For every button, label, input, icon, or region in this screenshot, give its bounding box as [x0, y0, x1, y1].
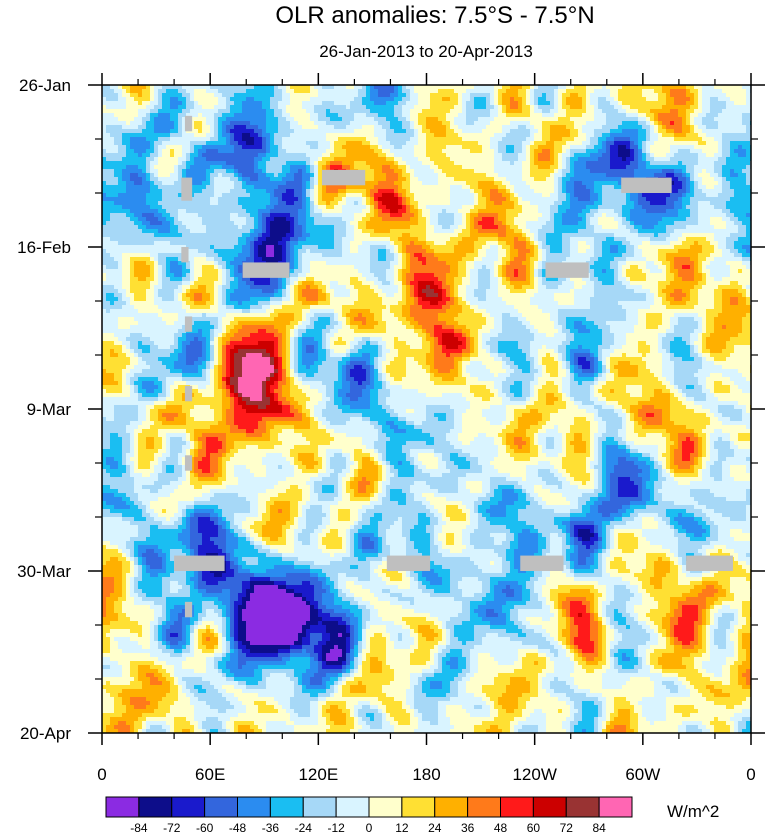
colorbar-tick-label: -60: [196, 821, 214, 834]
colorbar-labels: -84 -72 -60 -48 -36 -24 -12 0 12 24 36 48 60 72 84: [130, 821, 606, 834]
y-tick-label: 26-Jan: [19, 76, 71, 95]
missing-data-block: [184, 455, 193, 471]
colorbar-swatch: [500, 796, 534, 818]
missing-data-block: [184, 115, 193, 132]
colorbar-swatch: [138, 796, 173, 818]
missing-data-block: [621, 177, 672, 193]
y-tick-label: 9-Mar: [27, 400, 72, 419]
colorbar-tick-label: -12: [327, 821, 345, 834]
missing-data-blocks: [174, 115, 733, 618]
colorbar-tick-label: 48: [494, 821, 508, 834]
x-tick-label: 60E: [195, 765, 225, 784]
missing-data-block: [386, 555, 431, 571]
colorbar-tick-label: 24: [428, 821, 442, 834]
missing-data-block: [174, 555, 225, 571]
x-tick-label: 0: [746, 765, 755, 784]
colorbar-swatch: [204, 796, 238, 818]
colorbar-tick-label: 36: [461, 821, 475, 834]
x-tick-label: 120W: [512, 765, 556, 784]
x-axis-labels: 0 60E 120E 180 120W 60W 0: [97, 765, 755, 784]
y-axis-labels: 26-Jan 16-Feb 9-Mar 30-Mar 20-Apr: [17, 76, 71, 743]
colorbar-swatch: [565, 796, 600, 818]
colorbar-swatch: [598, 796, 633, 818]
missing-data-block: [181, 177, 193, 201]
missing-data-block: [181, 247, 189, 263]
x-tick-label: 180: [412, 765, 440, 784]
x-tick-label: 0: [97, 765, 106, 784]
colorbar-tick-label: -36: [262, 821, 280, 834]
colorbar-tick-label: 60: [527, 821, 541, 834]
colorbar-tick-label: -84: [130, 821, 148, 834]
missing-data-block: [520, 555, 564, 571]
missing-data-block: [184, 601, 193, 618]
colorbar-swatch: [532, 796, 567, 818]
y-tick-label: 16-Feb: [17, 238, 71, 257]
colorbar-swatch: [302, 796, 337, 818]
missing-data-block: [686, 555, 733, 571]
y-tick-label: 20-Apr: [20, 724, 71, 743]
colorbar-swatch: [269, 796, 304, 818]
x-tick-label: 120E: [298, 765, 338, 784]
colorbar-swatch: [171, 796, 206, 818]
colorbar-tick-label: 12: [395, 821, 409, 834]
colorbar: [105, 796, 633, 818]
colorbar-tick-label: -24: [295, 821, 313, 834]
missing-data-block: [184, 385, 193, 402]
missing-data-block: [321, 169, 366, 186]
y-tick-label: 30-Mar: [17, 562, 71, 581]
missing-data-block: [184, 316, 193, 332]
x-axis-ticks: [101, 73, 752, 745]
chart-title: OLR anomalies: 7.5°S - 7.5°N: [275, 2, 594, 29]
colorbar-swatch: [467, 796, 501, 818]
colorbar-swatch: [237, 796, 271, 818]
colorbar-swatch: [105, 796, 140, 818]
y-axis-ticks: [88, 84, 765, 734]
colorbar-tick-label: -72: [163, 821, 181, 834]
colorbar-tick-label: 0: [366, 821, 373, 834]
colorbar-swatch: [368, 796, 403, 818]
colorbar-units: W/m^2: [667, 802, 719, 821]
colorbar-swatch: [434, 796, 469, 818]
colorbar-swatch: [335, 796, 370, 818]
missing-data-block: [242, 262, 290, 278]
colorbar-swatch: [401, 796, 436, 818]
colorbar-tick-label: 84: [592, 821, 606, 834]
missing-data-block: [545, 262, 589, 278]
chart-subtitle: 26-Jan-2013 to 20-Apr-2013: [319, 42, 533, 61]
x-tick-label: 60W: [625, 765, 660, 784]
colorbar-tick-label: -48: [229, 821, 247, 834]
colorbar-tick-label: 72: [560, 821, 574, 834]
